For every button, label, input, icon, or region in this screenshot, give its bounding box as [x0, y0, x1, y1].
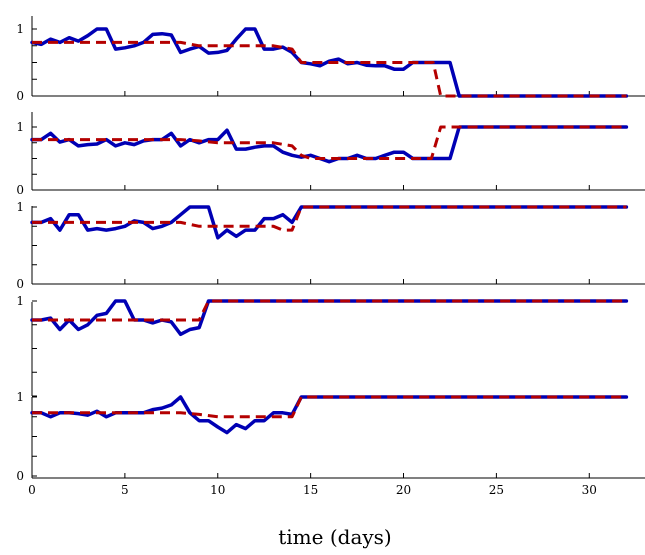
dashed-series-line	[32, 125, 627, 160]
x-axis-label: time (days)	[278, 525, 392, 549]
x-axis: 0 5 10 15 20 25 30	[28, 483, 597, 497]
y-tick-label: 0	[16, 469, 24, 483]
y-tick-label: 0	[16, 183, 24, 197]
x-tick-label: 5	[121, 483, 129, 497]
panel-2: 01	[16, 112, 645, 197]
solid-series-line	[30, 395, 629, 435]
y-tick-label: 1	[16, 120, 24, 134]
solid-series-line	[30, 27, 629, 98]
x-tick-label: 30	[582, 483, 597, 497]
x-tick-label: 25	[489, 483, 504, 497]
panel-4: 1	[16, 294, 629, 397]
y-tick-label: 1	[16, 22, 24, 36]
y-tick-label: 0	[16, 277, 24, 291]
panel-5: 01	[16, 390, 645, 483]
dashed-series-line	[32, 40, 627, 98]
y-tick-label: 1	[16, 200, 24, 214]
panel-3: 01	[16, 200, 645, 291]
solid-series-line	[30, 205, 629, 240]
y-tick-label: 1	[16, 390, 24, 404]
dashed-series-line	[32, 205, 627, 232]
solid-series-line	[30, 299, 629, 337]
y-tick-label: 1	[16, 294, 24, 308]
x-tick-label: 15	[303, 483, 318, 497]
panel-1: 01	[16, 16, 645, 103]
x-tick-label: 0	[28, 483, 36, 497]
dashed-series-line	[32, 299, 627, 322]
solid-series-line	[30, 125, 629, 164]
dashed-series-line	[32, 395, 627, 419]
x-tick-label: 20	[396, 483, 411, 497]
y-tick-label: 0	[16, 89, 24, 103]
x-tick-label: 10	[210, 483, 225, 497]
